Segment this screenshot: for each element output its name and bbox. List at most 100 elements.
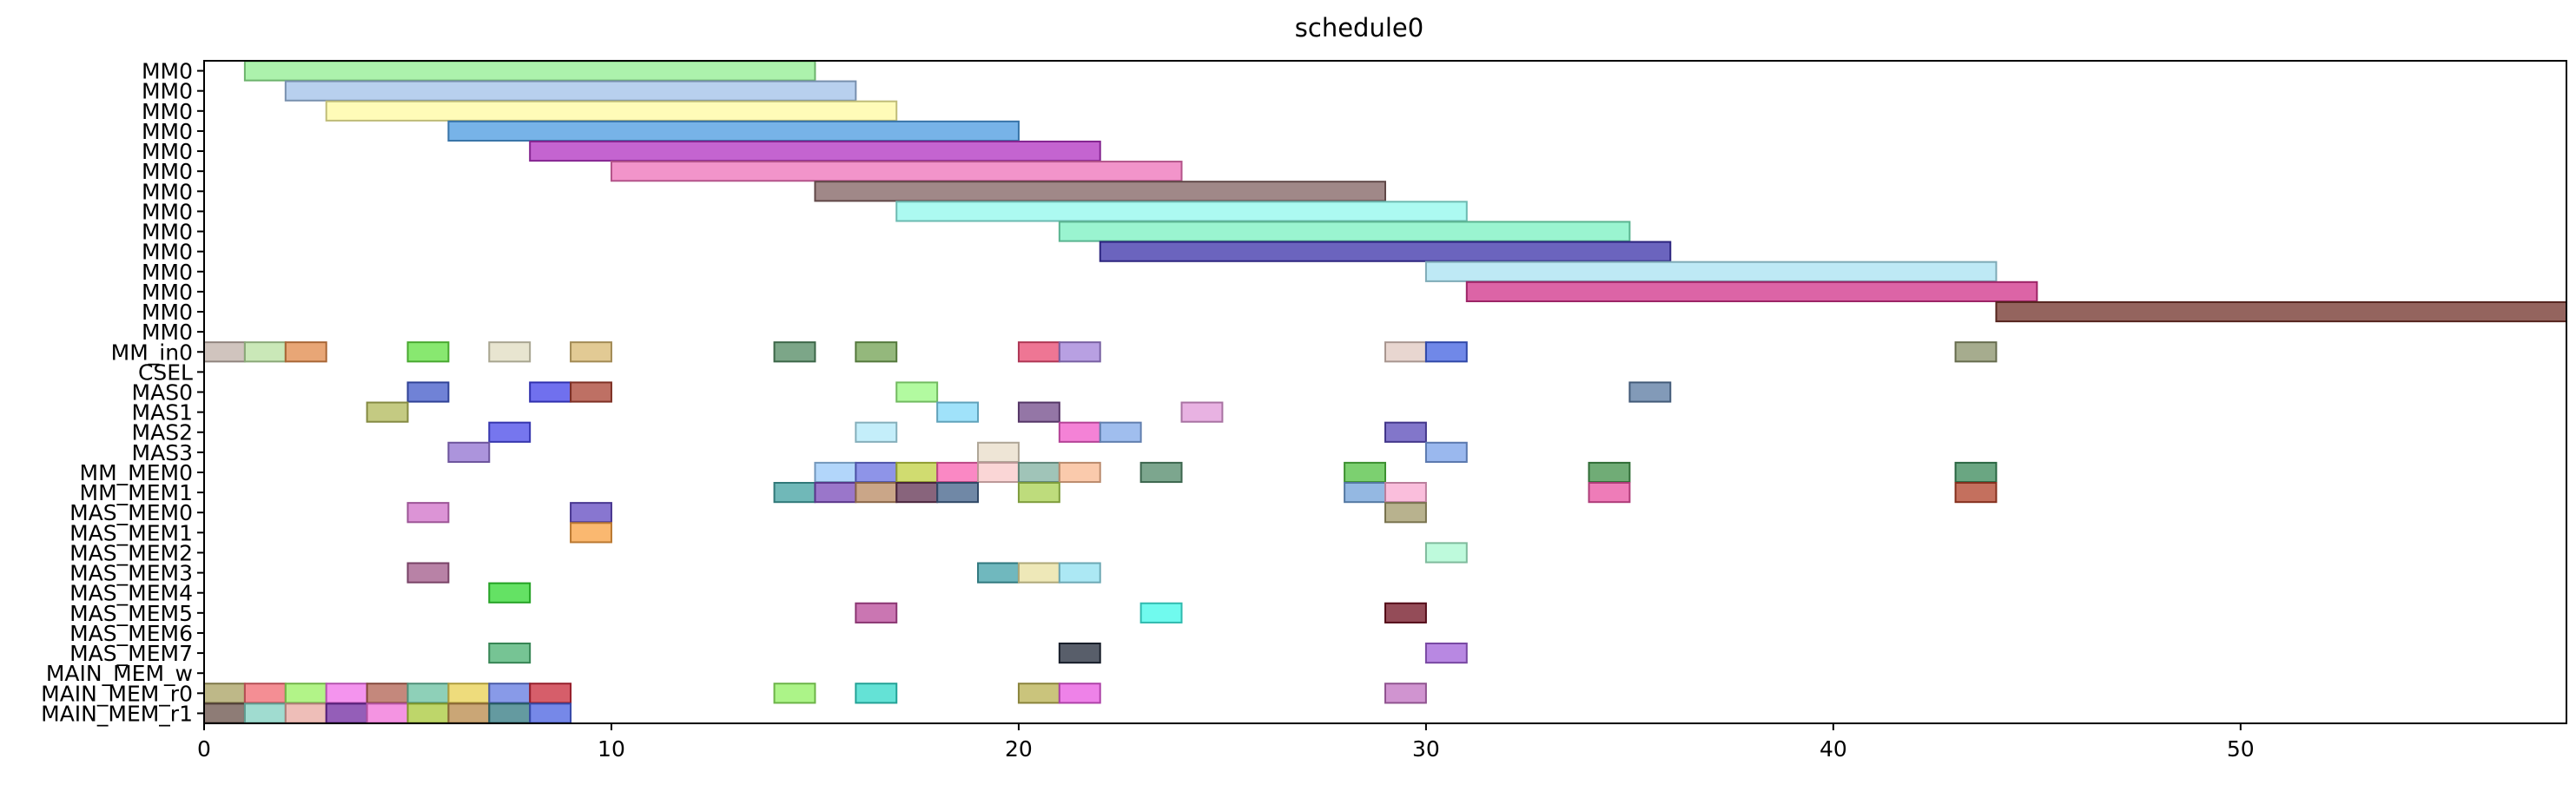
- task-bar: [366, 703, 409, 724]
- y-tick-label: MM0: [142, 119, 193, 144]
- task-bar: [1058, 421, 1101, 443]
- y-tick-label: MAS_MEM4: [69, 581, 193, 606]
- task-bar: [1588, 482, 1631, 504]
- task-bar: [406, 341, 450, 363]
- task-bar: [243, 683, 287, 704]
- y-tick-label: MAS_MEM5: [69, 601, 193, 626]
- task-bar: [284, 703, 327, 724]
- y-tick-label: MAS_MEM6: [69, 621, 193, 646]
- task-bar: [1384, 502, 1427, 524]
- task-bar: [366, 683, 409, 704]
- task-bar: [1344, 461, 1386, 484]
- task-bar: [1017, 683, 1060, 704]
- task-bar: [895, 381, 939, 403]
- task-bar: [814, 482, 857, 504]
- task-bar: [203, 683, 246, 704]
- task-bar: [529, 140, 1101, 162]
- task-bar: [1017, 562, 1060, 584]
- task-bar: [243, 60, 816, 82]
- y-tick-label: MM0: [142, 280, 193, 305]
- y-tick-label: MM_MEM1: [80, 480, 193, 505]
- task-bar: [203, 703, 246, 724]
- task-bar: [1058, 341, 1101, 363]
- task-bar: [1058, 221, 1631, 242]
- task-bar: [895, 201, 1468, 222]
- y-tick-label: MAIN_MEM_r1: [41, 701, 193, 726]
- task-bar: [284, 80, 857, 102]
- task-bar: [1058, 461, 1101, 484]
- chart-title: schedule0: [1295, 13, 1423, 43]
- x-tick-label: 50: [2227, 736, 2255, 762]
- task-bar: [570, 341, 612, 363]
- task-bar: [855, 602, 898, 623]
- y-tick-label: MAS0: [132, 380, 193, 406]
- task-bar: [488, 582, 532, 604]
- task-bar: [1017, 482, 1060, 504]
- task-bar: [570, 522, 612, 544]
- task-bar: [1384, 341, 1427, 363]
- task-bar: [1628, 381, 1672, 403]
- y-tick-label: MM0: [142, 59, 193, 84]
- task-bar: [1384, 683, 1427, 704]
- y-tick-label: CSEL: [138, 360, 193, 385]
- task-bar: [895, 482, 939, 504]
- task-bar: [855, 461, 898, 484]
- task-bar: [773, 482, 816, 504]
- task-bar: [529, 703, 572, 724]
- y-tick-label: MM0: [142, 179, 193, 204]
- task-bar: [243, 703, 287, 724]
- task-bar: [773, 341, 816, 363]
- y-tick-label: MM0: [142, 240, 193, 265]
- task-bar: [1954, 461, 1998, 484]
- task-bar: [773, 683, 816, 704]
- task-bar: [977, 441, 1020, 463]
- task-bar: [447, 683, 491, 704]
- x-tick-label: 0: [197, 736, 211, 762]
- task-bar: [325, 703, 368, 724]
- task-bar: [243, 341, 287, 363]
- task-bar: [1017, 341, 1060, 363]
- y-tick-label: MAS3: [132, 440, 193, 465]
- task-bar: [366, 401, 409, 423]
- task-bar: [1099, 241, 1672, 262]
- task-bar: [1424, 642, 1468, 664]
- task-bar: [406, 703, 450, 724]
- task-bar: [447, 120, 1020, 142]
- x-tick-label: 30: [1412, 736, 1440, 762]
- task-bar: [855, 421, 898, 443]
- task-bar: [406, 381, 450, 403]
- task-bar: [570, 502, 612, 524]
- y-tick-label: MM0: [142, 300, 193, 325]
- task-bar: [1588, 461, 1631, 484]
- y-tick-label: MAS_MEM0: [69, 500, 193, 525]
- y-tick-label: MAS_MEM2: [69, 540, 193, 565]
- task-bar: [1954, 482, 1998, 504]
- task-bar: [203, 341, 246, 363]
- task-bar: [1954, 341, 1998, 363]
- task-bar: [814, 181, 1386, 202]
- task-bar: [1424, 261, 1998, 282]
- task-bar: [1344, 482, 1386, 504]
- x-tick-label: 10: [598, 736, 625, 762]
- x-tick-label: 40: [1820, 736, 1847, 762]
- task-bar: [447, 441, 491, 463]
- task-bar: [488, 421, 532, 443]
- task-bar: [855, 683, 898, 704]
- task-bar: [855, 341, 898, 363]
- task-bar: [570, 381, 612, 403]
- task-bar: [1058, 642, 1101, 664]
- task-bar: [529, 683, 572, 704]
- y-axis: MM0MM0MM0MM0MM0MM0MM0MM0MM0MM0MM0MM0MM0M…: [41, 59, 204, 726]
- task-bar: [1384, 421, 1427, 443]
- task-bar: [406, 562, 450, 584]
- task-bar: [284, 341, 327, 363]
- y-tick-label: MAIN_MEM_r0: [41, 681, 193, 706]
- y-tick-label: MM0: [142, 220, 193, 245]
- task-bar: [1099, 421, 1142, 443]
- task-bar: [855, 482, 898, 504]
- y-tick-label: MM0: [142, 159, 193, 184]
- task-bar: [1058, 562, 1101, 584]
- task-bar: [977, 461, 1020, 484]
